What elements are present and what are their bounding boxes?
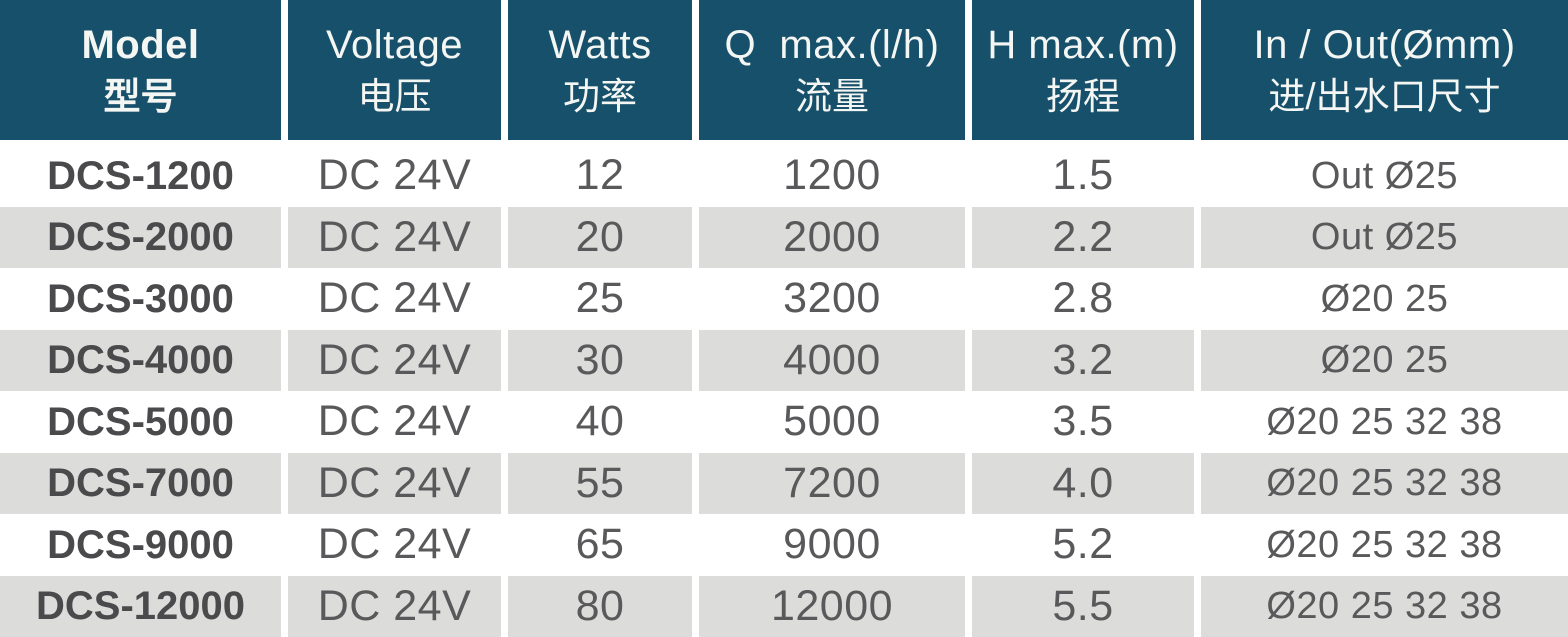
hmax-column-header: H max.(m) 扬程 xyxy=(972,0,1194,145)
voltage-cell: DC 24V xyxy=(288,329,501,391)
qmax-cell: 1200 xyxy=(699,145,965,207)
watts-cell: 30 xyxy=(508,329,692,391)
voltage-header-zh: 电压 xyxy=(357,76,432,117)
hmax-cell: 1.5 xyxy=(972,145,1194,207)
inout-column-header: In / Out(Ømm) 进/出水口尺寸 xyxy=(1201,0,1568,145)
watts-cell: 80 xyxy=(508,575,692,637)
qmax-cell: 3200 xyxy=(699,268,965,330)
voltage-cell: DC 24V xyxy=(288,452,501,514)
qmax-column-header: Q max.(l/h) 流量 xyxy=(699,0,965,145)
watts-header-en: Watts xyxy=(548,23,652,67)
inout-cell: Ø20 25 32 38 xyxy=(1201,575,1568,637)
inout-cell: Out Ø25 xyxy=(1201,206,1568,268)
model-cell: DCS-2000 xyxy=(0,206,281,268)
hmax-cell: 5.2 xyxy=(972,514,1194,576)
model-cell: DCS-3000 xyxy=(0,268,281,330)
qmax-cell: 5000 xyxy=(699,391,965,453)
model-header-en: Model xyxy=(81,23,200,67)
voltage-cell: DC 24V xyxy=(288,391,501,453)
voltage-cell: DC 24V xyxy=(288,206,501,268)
qmax-header-zh: 流量 xyxy=(795,76,869,117)
qmax-cell: 2000 xyxy=(699,206,965,268)
hmax-cell: 2.8 xyxy=(972,268,1194,330)
inout-header-zh: 进/出水口尺寸 xyxy=(1268,76,1501,117)
watts-cell: 12 xyxy=(508,145,692,207)
voltage-header-en: Voltage xyxy=(326,23,463,67)
model-header-zh: 型号 xyxy=(103,76,178,117)
watts-header-zh: 功率 xyxy=(563,76,637,117)
voltage-cell: DC 24V xyxy=(288,145,501,207)
model-cell: DCS-1200 xyxy=(0,145,281,207)
qmax-header-en: Q max.(l/h) xyxy=(724,23,940,67)
watts-column-header: Watts 功率 xyxy=(508,0,692,145)
voltage-column-header: Voltage 电压 xyxy=(288,0,501,145)
watts-cell: 65 xyxy=(508,514,692,576)
watts-cell: 55 xyxy=(508,452,692,514)
voltage-cell: DC 24V xyxy=(288,575,501,637)
qmax-cell: 12000 xyxy=(699,575,965,637)
model-cell: DCS-5000 xyxy=(0,391,281,453)
qmax-cell: 7200 xyxy=(699,452,965,514)
model-cell: DCS-4000 xyxy=(0,329,281,391)
model-cell: DCS-12000 xyxy=(0,575,281,637)
qmax-cell: 9000 xyxy=(699,514,965,576)
inout-header-en: In / Out(Ømm) xyxy=(1253,23,1516,67)
inout-cell: Ø20 25 32 38 xyxy=(1201,391,1568,453)
inout-cell: Ø20 25 32 38 xyxy=(1201,514,1568,576)
hmax-cell: 2.2 xyxy=(972,206,1194,268)
hmax-header-en: H max.(m) xyxy=(987,23,1179,67)
qmax-cell: 4000 xyxy=(699,329,965,391)
hmax-cell: 3.2 xyxy=(972,329,1194,391)
model-cell: DCS-9000 xyxy=(0,514,281,576)
voltage-cell: DC 24V xyxy=(288,268,501,330)
inout-cell: Out Ø25 xyxy=(1201,145,1568,207)
model-cell: DCS-7000 xyxy=(0,452,281,514)
voltage-cell: DC 24V xyxy=(288,514,501,576)
watts-cell: 25 xyxy=(508,268,692,330)
model-column-header: Model 型号 xyxy=(0,0,281,145)
hmax-header-zh: 扬程 xyxy=(1046,76,1120,117)
inout-cell: Ø20 25 xyxy=(1201,268,1568,330)
hmax-cell: 3.5 xyxy=(972,391,1194,453)
watts-cell: 20 xyxy=(508,206,692,268)
watts-cell: 40 xyxy=(508,391,692,453)
inout-cell: Ø20 25 32 38 xyxy=(1201,452,1568,514)
inout-cell: Ø20 25 xyxy=(1201,329,1568,391)
hmax-cell: 5.5 xyxy=(972,575,1194,637)
hmax-cell: 4.0 xyxy=(972,452,1194,514)
